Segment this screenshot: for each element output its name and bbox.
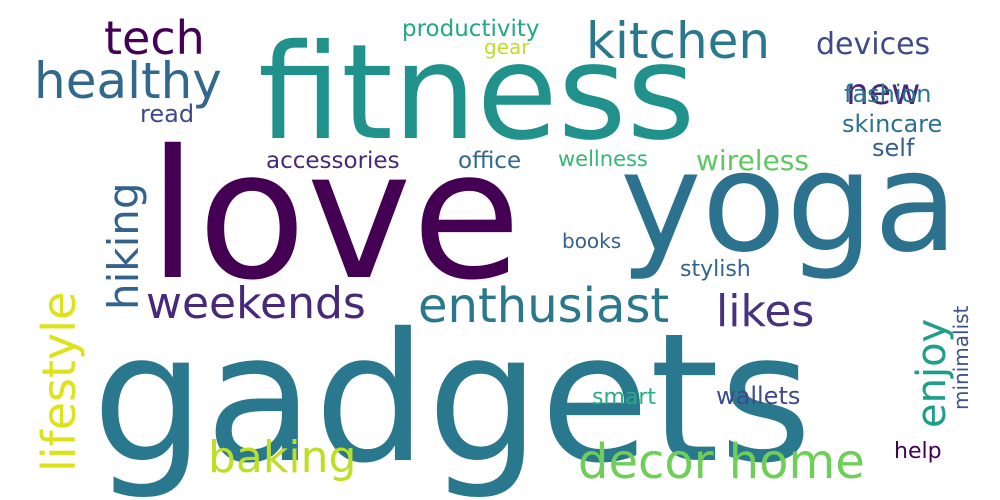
word-productivity: productivity — [402, 16, 539, 42]
word-gear: gear — [484, 35, 530, 59]
word-likes: likes — [716, 286, 814, 337]
word-smart: smart — [592, 385, 656, 410]
word-wireless: wireless — [696, 144, 809, 177]
word-new: new — [846, 72, 920, 113]
word-enthusiast: enthusiast — [418, 278, 669, 334]
word-accessories: accessories — [266, 148, 400, 174]
word-enjoy: enjoy — [909, 319, 955, 428]
word-hiking: hiking — [99, 182, 148, 310]
word-fitness: fitness — [258, 16, 695, 170]
word-yoga: yoga — [620, 122, 958, 283]
word-tech: tech — [104, 11, 205, 65]
word-devices: devices — [816, 27, 930, 62]
word-baking: baking — [208, 432, 356, 483]
word-healthy: healthy — [34, 52, 222, 110]
word-kitchen: kitchen — [586, 12, 770, 70]
word-decor-home: decor home — [578, 434, 865, 490]
word-read: read — [140, 100, 194, 128]
word-lifestyle: lifestyle — [32, 292, 86, 472]
word-minimalist: minimalist — [949, 305, 973, 410]
word-gadgets: gadgets — [92, 295, 812, 500]
word-help: help — [894, 439, 942, 464]
word-books: books — [562, 229, 621, 253]
word-fashion-visible: fashion — [844, 80, 931, 108]
word-weekends: weekends — [146, 278, 366, 329]
word-skincare: skincare — [842, 110, 942, 138]
word-wellness: wellness — [558, 147, 648, 171]
word-self: self — [872, 134, 915, 162]
word-love: love — [148, 112, 521, 319]
word-office: office — [458, 148, 521, 174]
word-wallets: wallets — [716, 382, 800, 410]
word-stylish: stylish — [680, 257, 751, 282]
